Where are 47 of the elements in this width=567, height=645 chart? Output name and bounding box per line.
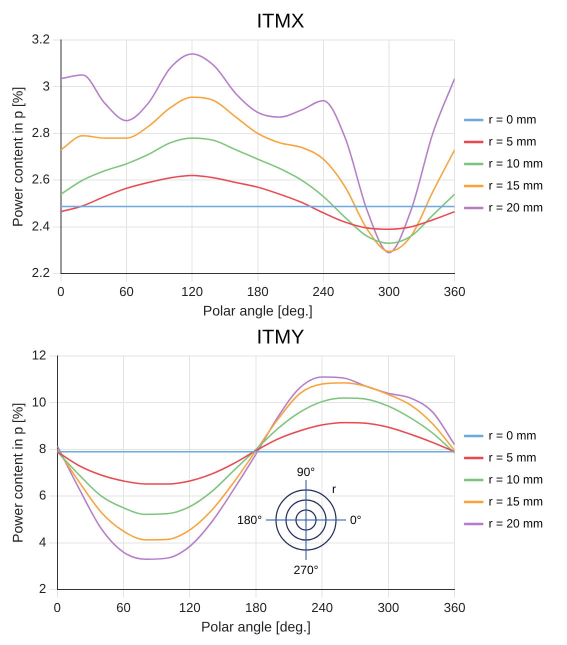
x-tick-label: 300: [378, 600, 400, 615]
y-tick-label: 10: [32, 394, 46, 410]
x-tick-label: 60: [119, 284, 134, 299]
x-tick-label: 300: [378, 284, 400, 299]
y-tick-label: 3: [42, 78, 50, 94]
x-axis-title: Polar angle [deg.]: [201, 618, 311, 634]
y-tick-label: 2: [39, 581, 46, 596]
y-tick-label: 2.4: [32, 218, 50, 234]
annotation: 90°: [296, 464, 315, 479]
y-tick-label: 2.6: [32, 172, 50, 187]
x-tick-label: 60: [116, 600, 131, 615]
legend-label: r = 10 mm: [488, 156, 544, 170]
legend-label: r = 15 mm: [488, 178, 544, 192]
y-tick-label: 6: [39, 488, 46, 503]
x-tick-label: 120: [178, 600, 201, 615]
x-tick-label: 180: [245, 600, 267, 615]
x-tick-label: 0: [57, 284, 64, 299]
legend-label: r = 20 mm: [488, 200, 544, 214]
y-tick-label: 8: [39, 441, 46, 456]
x-tick-label: 0: [54, 600, 61, 615]
x-axis-title: Polar angle [deg.]: [202, 302, 313, 318]
x-tick-label: 240: [311, 600, 334, 615]
y-tick-label: 2.8: [32, 125, 50, 140]
legend-label: r = 0 mm: [488, 428, 536, 442]
y-tick-label: 3.2: [32, 32, 50, 47]
legend-label: r = 5 mm: [488, 134, 536, 148]
x-tick-label: 240: [312, 284, 334, 299]
y-axis-title: Power content in p [%]: [9, 86, 26, 227]
y-tick-label: 12: [32, 348, 46, 363]
y-tick-label: 2.2: [32, 265, 50, 280]
annotation: 0°: [350, 512, 362, 527]
legend-label: r = 10 mm: [488, 472, 544, 486]
legend-label: r = 20 mm: [488, 516, 544, 530]
x-tick-label: 360: [444, 284, 466, 299]
chart-title: ITMY: [256, 326, 304, 349]
x-tick-label: 180: [246, 284, 269, 299]
legend-label: r = 0 mm: [488, 112, 536, 126]
annotation: 180°: [236, 512, 262, 527]
annotation: r: [332, 482, 336, 496]
x-tick-label: 360: [444, 600, 466, 615]
legend-label: r = 5 mm: [488, 450, 536, 464]
y-tick-label: 4: [39, 534, 46, 550]
legend-label: r = 15 mm: [488, 494, 544, 508]
y-axis-title: Power content in p [%]: [9, 402, 26, 543]
x-tick-label: 120: [181, 284, 203, 299]
annotation: 270°: [293, 562, 318, 577]
chart-title: ITMX: [256, 10, 304, 33]
